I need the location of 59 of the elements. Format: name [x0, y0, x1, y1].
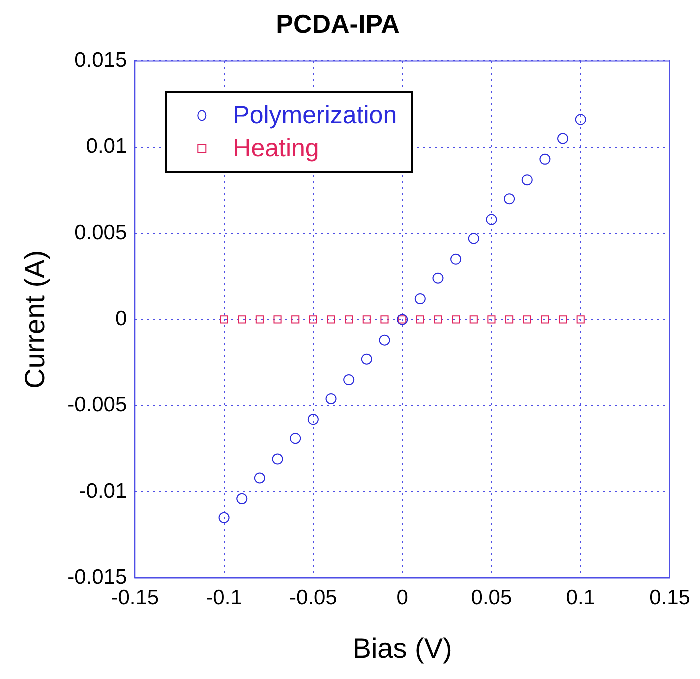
- point: [380, 316, 389, 324]
- point: [326, 393, 337, 404]
- point: [220, 316, 228, 324]
- y-axis-title: Current (A): [20, 250, 51, 389]
- x-tick-label: -0.05: [289, 586, 338, 610]
- point: [540, 154, 551, 165]
- x-tick-label: 0.1: [566, 586, 596, 610]
- point: [434, 316, 442, 324]
- point: [236, 493, 248, 504]
- point: [254, 472, 266, 484]
- point: [345, 316, 354, 324]
- point: [290, 433, 302, 444]
- point: [486, 214, 498, 226]
- point: [238, 316, 246, 324]
- point: [468, 233, 480, 244]
- point: [470, 316, 478, 324]
- point: [256, 316, 264, 324]
- point: [558, 133, 569, 144]
- point: [361, 354, 372, 365]
- y-tick-label: -0.01: [79, 480, 128, 503]
- y-tick-label: 0.01: [86, 135, 128, 158]
- y-tick-label: 0: [115, 307, 128, 330]
- point: [344, 374, 355, 386]
- point: [272, 454, 284, 465]
- point: [523, 316, 532, 324]
- point: [558, 316, 568, 324]
- x-axis-title: Bias (V): [352, 632, 452, 664]
- x-tick-label: 0: [396, 586, 408, 610]
- point: [414, 294, 426, 305]
- point: [327, 316, 336, 324]
- point: [541, 316, 550, 324]
- point: [452, 316, 460, 324]
- point: [522, 174, 533, 186]
- chart-title: PCDA-IPA: [276, 8, 400, 39]
- y-tick-label: -0.015: [68, 566, 128, 589]
- point: [308, 414, 319, 426]
- point: [292, 316, 300, 324]
- point: [488, 316, 496, 324]
- point: [309, 316, 318, 324]
- point: [274, 316, 282, 324]
- point: [416, 316, 424, 324]
- x-tick-label: 0.05: [471, 586, 512, 610]
- point: [218, 512, 230, 524]
- y-tick-label: -0.005: [68, 394, 128, 417]
- point: [362, 316, 371, 324]
- y-tick-label: 0.015: [74, 48, 128, 72]
- point: [506, 316, 514, 324]
- point: [504, 194, 516, 205]
- point: [432, 272, 444, 284]
- y-tick-label: 0.005: [74, 221, 128, 244]
- x-tick-label: -0.1: [206, 586, 242, 610]
- point: [379, 334, 390, 346]
- legend-label: Polymerization: [233, 102, 398, 130]
- point: [576, 316, 585, 324]
- point: [575, 114, 586, 126]
- legend-label: Heating: [233, 134, 320, 163]
- point: [450, 254, 462, 265]
- x-tick-label: 0.15: [650, 586, 690, 610]
- x-tick-label: -0.15: [111, 586, 160, 610]
